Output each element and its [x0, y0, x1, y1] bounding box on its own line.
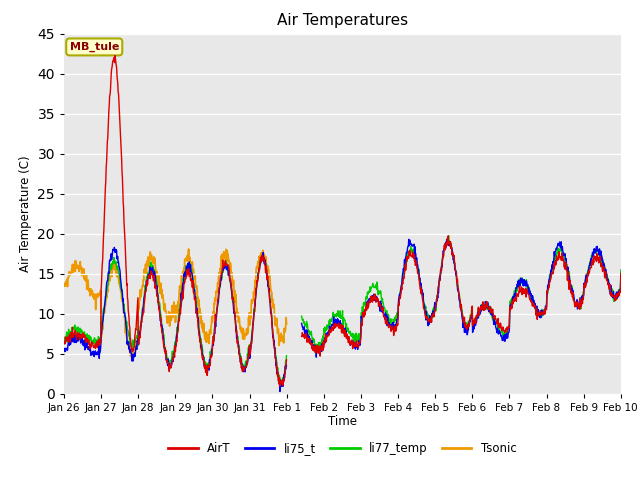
- Text: MB_tule: MB_tule: [70, 42, 119, 52]
- Y-axis label: Air Temperature (C): Air Temperature (C): [19, 156, 32, 272]
- Legend: AirT, li75_t, li77_temp, Tsonic: AirT, li75_t, li77_temp, Tsonic: [163, 437, 522, 460]
- Title: Air Temperatures: Air Temperatures: [277, 13, 408, 28]
- X-axis label: Time: Time: [328, 415, 357, 429]
